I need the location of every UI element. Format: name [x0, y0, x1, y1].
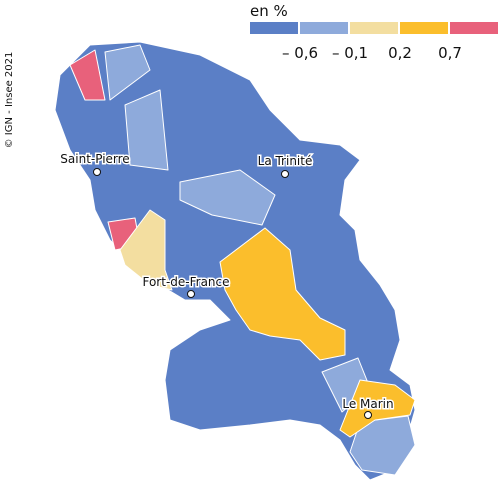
commune: [339, 379, 416, 438]
city-label: La Trinité: [258, 154, 313, 168]
legend-swatch: [300, 22, 348, 34]
legend-swatch: [350, 22, 398, 34]
legend-break: – 0,6: [282, 44, 318, 62]
city-label: Saint-Pierre: [60, 152, 129, 166]
city-marker: [364, 411, 372, 419]
commune: [69, 49, 106, 101]
legend: – 0,6 – 0,1 0,2 0,7: [250, 22, 498, 62]
city-label: Le Marin: [342, 397, 393, 411]
commune: [179, 169, 276, 226]
city-marker: [93, 168, 101, 176]
source: © IGN - Insee 2021: [4, 52, 15, 149]
commune: [119, 209, 173, 291]
places: Saint-Pierre La Trinité Fort-de-France L…: [59, 151, 395, 419]
legend-swatch: [400, 22, 448, 34]
commune: [349, 415, 416, 476]
commune: [124, 89, 169, 171]
legend-break: – 0,1: [332, 44, 368, 62]
commune: [104, 44, 151, 101]
legend-title: en %: [250, 2, 288, 20]
legend-break: 0,7: [438, 44, 462, 62]
city-label: Fort-de-France: [142, 275, 229, 289]
legend-break: 0,2: [388, 44, 412, 62]
city-marker: [281, 170, 289, 178]
city-marker: [187, 290, 195, 298]
legend-swatch: [450, 22, 498, 34]
island: [54, 41, 416, 481]
legend-swatch: [250, 22, 298, 34]
commune: [219, 227, 346, 361]
